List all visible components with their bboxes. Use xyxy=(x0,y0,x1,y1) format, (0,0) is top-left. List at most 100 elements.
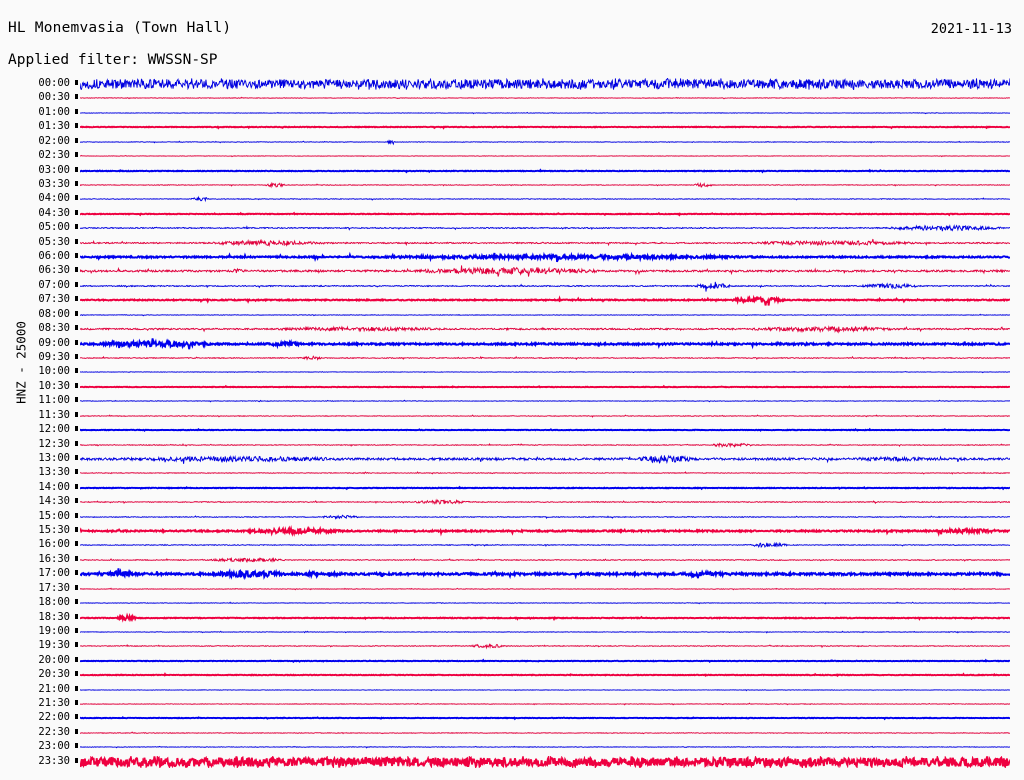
time-axis-label: 18:00 xyxy=(38,596,70,609)
time-axis-label: 23:30 xyxy=(38,754,70,767)
time-axis-label: 08:00 xyxy=(38,307,70,320)
waveform-trace xyxy=(80,395,1010,407)
trace-row: 08:00 xyxy=(0,307,1024,323)
waveform-trace xyxy=(80,467,1010,479)
trace-row: 14:00 xyxy=(0,482,1024,496)
applied-filter-label: Applied filter: WWSSN-SP xyxy=(8,52,218,68)
trace-row: 10:00 xyxy=(0,366,1024,380)
trace-row: 22:00 xyxy=(0,712,1024,726)
time-axis-label: 10:00 xyxy=(38,365,70,378)
trace-row: 16:30 xyxy=(0,554,1024,568)
waveform-trace xyxy=(80,755,1010,768)
waveform-trace xyxy=(80,597,1010,609)
axis-tick-mark xyxy=(75,454,78,460)
waveform-trace xyxy=(80,712,1010,724)
time-axis-label: 01:30 xyxy=(38,120,70,133)
axis-tick-mark xyxy=(75,80,78,85)
trace-row: 07:30 xyxy=(0,294,1024,308)
trace-row: 10:30 xyxy=(0,381,1024,395)
trace-row: 18:00 xyxy=(0,597,1024,611)
time-axis-label: 22:30 xyxy=(38,725,70,738)
time-axis-label: 04:30 xyxy=(38,206,70,219)
waveform-trace xyxy=(80,525,1010,537)
axis-tick-mark xyxy=(75,281,78,287)
waveform-trace xyxy=(80,612,1010,624)
trace-row: 19:00 xyxy=(0,626,1024,640)
trace-row: 23:30 xyxy=(0,754,1024,770)
waveform-trace xyxy=(80,583,1010,595)
axis-tick-mark xyxy=(75,627,78,633)
axis-tick-mark xyxy=(75,152,78,158)
waveform-trace xyxy=(80,439,1010,451)
waveform-trace xyxy=(80,179,1010,191)
trace-row: 02:00 xyxy=(0,134,1024,150)
trace-row: 17:00 xyxy=(0,568,1024,582)
axis-tick-mark xyxy=(75,613,78,619)
trace-row: 02:30 xyxy=(0,150,1024,164)
axis-tick-mark xyxy=(75,238,78,244)
time-axis-label: 23:00 xyxy=(38,740,70,753)
trace-row: 14:30 xyxy=(0,496,1024,510)
time-axis-label: 12:00 xyxy=(38,423,70,436)
recording-date: 2021-11-13 xyxy=(930,21,1012,37)
time-axis-label: 03:30 xyxy=(38,177,70,190)
time-axis-label: 12:30 xyxy=(38,437,70,450)
axis-tick-mark xyxy=(75,123,78,129)
waveform-trace xyxy=(80,237,1010,249)
trace-row: 09:30 xyxy=(0,352,1024,366)
waveform-trace xyxy=(80,727,1010,739)
axis-tick-mark xyxy=(75,642,78,648)
waveform-trace xyxy=(80,208,1010,220)
axis-tick-mark xyxy=(75,541,78,547)
axis-tick-mark xyxy=(75,108,78,114)
trace-row: 13:00 xyxy=(0,453,1024,467)
time-axis-label: 19:30 xyxy=(38,639,70,652)
waveform-trace xyxy=(80,741,1010,753)
axis-tick-mark xyxy=(75,498,78,504)
time-axis-label: 17:00 xyxy=(38,567,70,580)
waveform-trace xyxy=(80,669,1010,681)
waveform-trace xyxy=(80,309,1010,321)
time-axis-label: 00:30 xyxy=(38,91,70,104)
axis-tick-mark xyxy=(75,469,78,475)
waveform-trace xyxy=(80,568,1010,581)
time-axis-label: 05:00 xyxy=(38,221,70,234)
waveform-trace xyxy=(80,453,1010,465)
trace-row: 18:30 xyxy=(0,610,1024,626)
axis-tick-mark xyxy=(75,137,78,143)
axis-tick-mark xyxy=(75,512,78,518)
axis-tick-mark xyxy=(75,382,78,388)
axis-tick-mark xyxy=(75,426,78,432)
axis-tick-mark xyxy=(75,209,78,215)
axis-tick-mark xyxy=(75,296,78,302)
time-axis-label: 16:30 xyxy=(38,552,70,565)
axis-tick-mark xyxy=(75,714,78,720)
seismogram-plot: 00:00 00:30 01:00 01:30 02:00 02:30 03:00 03:30… xyxy=(0,78,1024,773)
time-axis-label: 10:30 xyxy=(38,379,70,392)
time-axis-label: 06:00 xyxy=(38,250,70,263)
axis-tick-mark xyxy=(75,353,78,359)
time-axis-label: 00:00 xyxy=(38,77,70,89)
waveform-trace xyxy=(80,496,1010,508)
time-axis-label: 02:00 xyxy=(38,134,70,147)
waveform-trace xyxy=(80,193,1010,205)
trace-row: 17:30 xyxy=(0,582,1024,597)
time-axis-label: 18:30 xyxy=(38,610,70,623)
trace-row: 13:30 xyxy=(0,467,1024,481)
axis-tick-mark xyxy=(75,368,78,374)
trace-row: 04:30 xyxy=(0,208,1024,222)
axis-tick-mark xyxy=(75,685,78,691)
axis-tick-mark xyxy=(75,440,78,446)
waveform-trace xyxy=(80,352,1010,364)
axis-tick-mark xyxy=(75,483,78,489)
time-axis-label: 19:00 xyxy=(38,624,70,637)
waveform-trace xyxy=(80,280,1010,292)
trace-row: 03:00 xyxy=(0,164,1024,179)
trace-row: 01:30 xyxy=(0,121,1024,135)
axis-tick-mark xyxy=(75,700,78,706)
time-axis-label: 04:00 xyxy=(38,192,70,205)
axis-tick-mark xyxy=(75,180,78,186)
trace-row: 21:30 xyxy=(0,698,1024,712)
axis-tick-mark xyxy=(75,267,78,273)
axis-tick-mark xyxy=(75,224,78,230)
